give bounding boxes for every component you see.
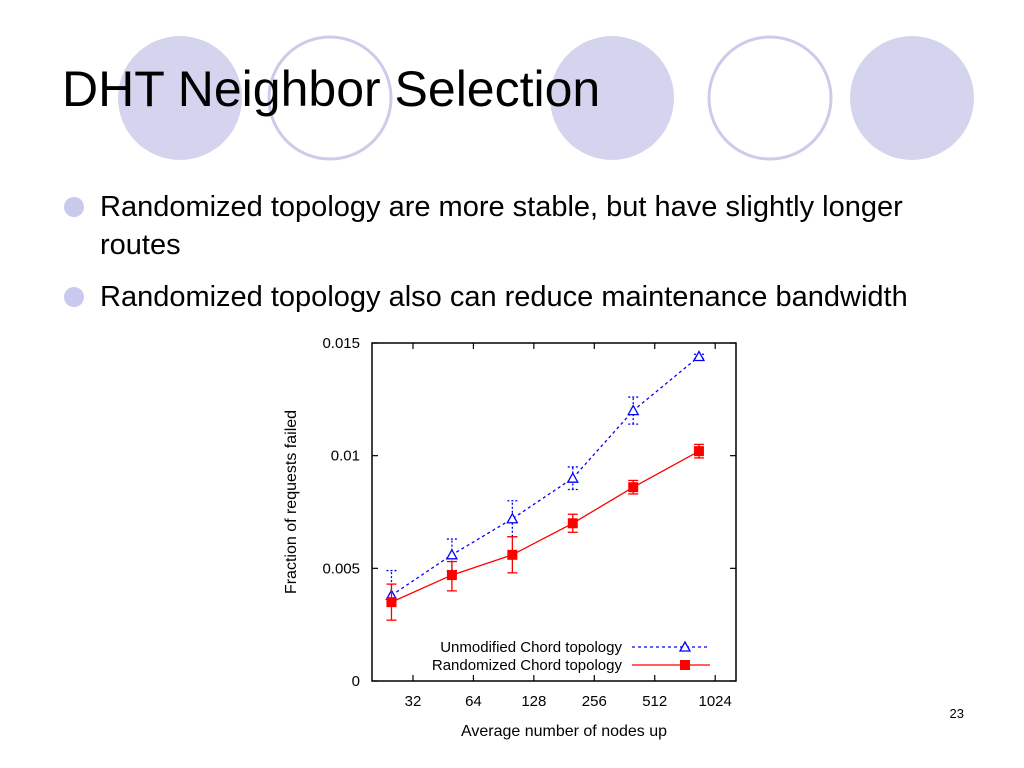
decor-circle-outline-1 [267,35,393,161]
x-axis-label: Average number of nodes up [461,723,667,740]
data-point [627,404,640,416]
x-tick-label: 512 [642,693,667,710]
decor-circle-filled-3 [850,36,974,160]
series-1 [386,443,704,621]
bullet-text: Randomized topology are more stable, but… [100,191,903,261]
data-point [628,482,639,493]
x-tick-label: 256 [582,693,607,710]
page-number: 23 [949,706,964,721]
data-point [446,570,457,581]
y-tick-label: 0.015 [322,335,360,352]
bullet-text: Randomized topology also can reduce main… [100,281,908,313]
decorative-circles [118,35,974,161]
data-point [445,548,459,560]
x-tick-label: 32 [405,693,422,710]
slide-title: DHT Neighbor Selection [62,61,601,117]
y-tick-label: 0 [352,673,360,690]
bullet-list: Randomized topology are more stable, but… [62,188,962,330]
series-0 [385,350,706,603]
bullet-item: Randomized topology also can reduce main… [62,278,962,316]
data-point [386,597,397,608]
y-axis-label: Fraction of requests failed [283,410,300,594]
data-point [507,549,518,560]
failure-rate-chart: 0 0.005 0.01 0.015 32 64 128 256 512 1024 Average … [283,335,737,740]
x-tick-label: 1024 [699,693,732,710]
data-point [566,471,579,483]
decor-circle-filled-2 [550,36,674,160]
data-point [567,518,578,529]
y-tick-label: 0.005 [322,560,360,577]
decor-circle-outline-2 [707,35,833,161]
legend-marker [678,640,692,652]
series-line [391,356,700,596]
data-point [506,512,519,524]
series-line [391,450,700,603]
x-tick-label: 64 [465,693,482,710]
x-tick-label: 128 [521,693,546,710]
bullet-item: Randomized topology are more stable, but… [62,188,962,264]
legend-label: Unmodified Chord topology [440,639,622,656]
data-point [692,350,706,362]
bullet-icon [64,197,84,217]
plot-frame [371,342,737,682]
decor-circle-filled-1 [118,36,242,160]
y-tick-label: 0.01 [331,448,360,465]
legend-label: Randomized Chord topology [432,657,623,674]
legend-marker [680,660,690,670]
bullet-icon [64,287,84,307]
data-point [693,446,704,457]
